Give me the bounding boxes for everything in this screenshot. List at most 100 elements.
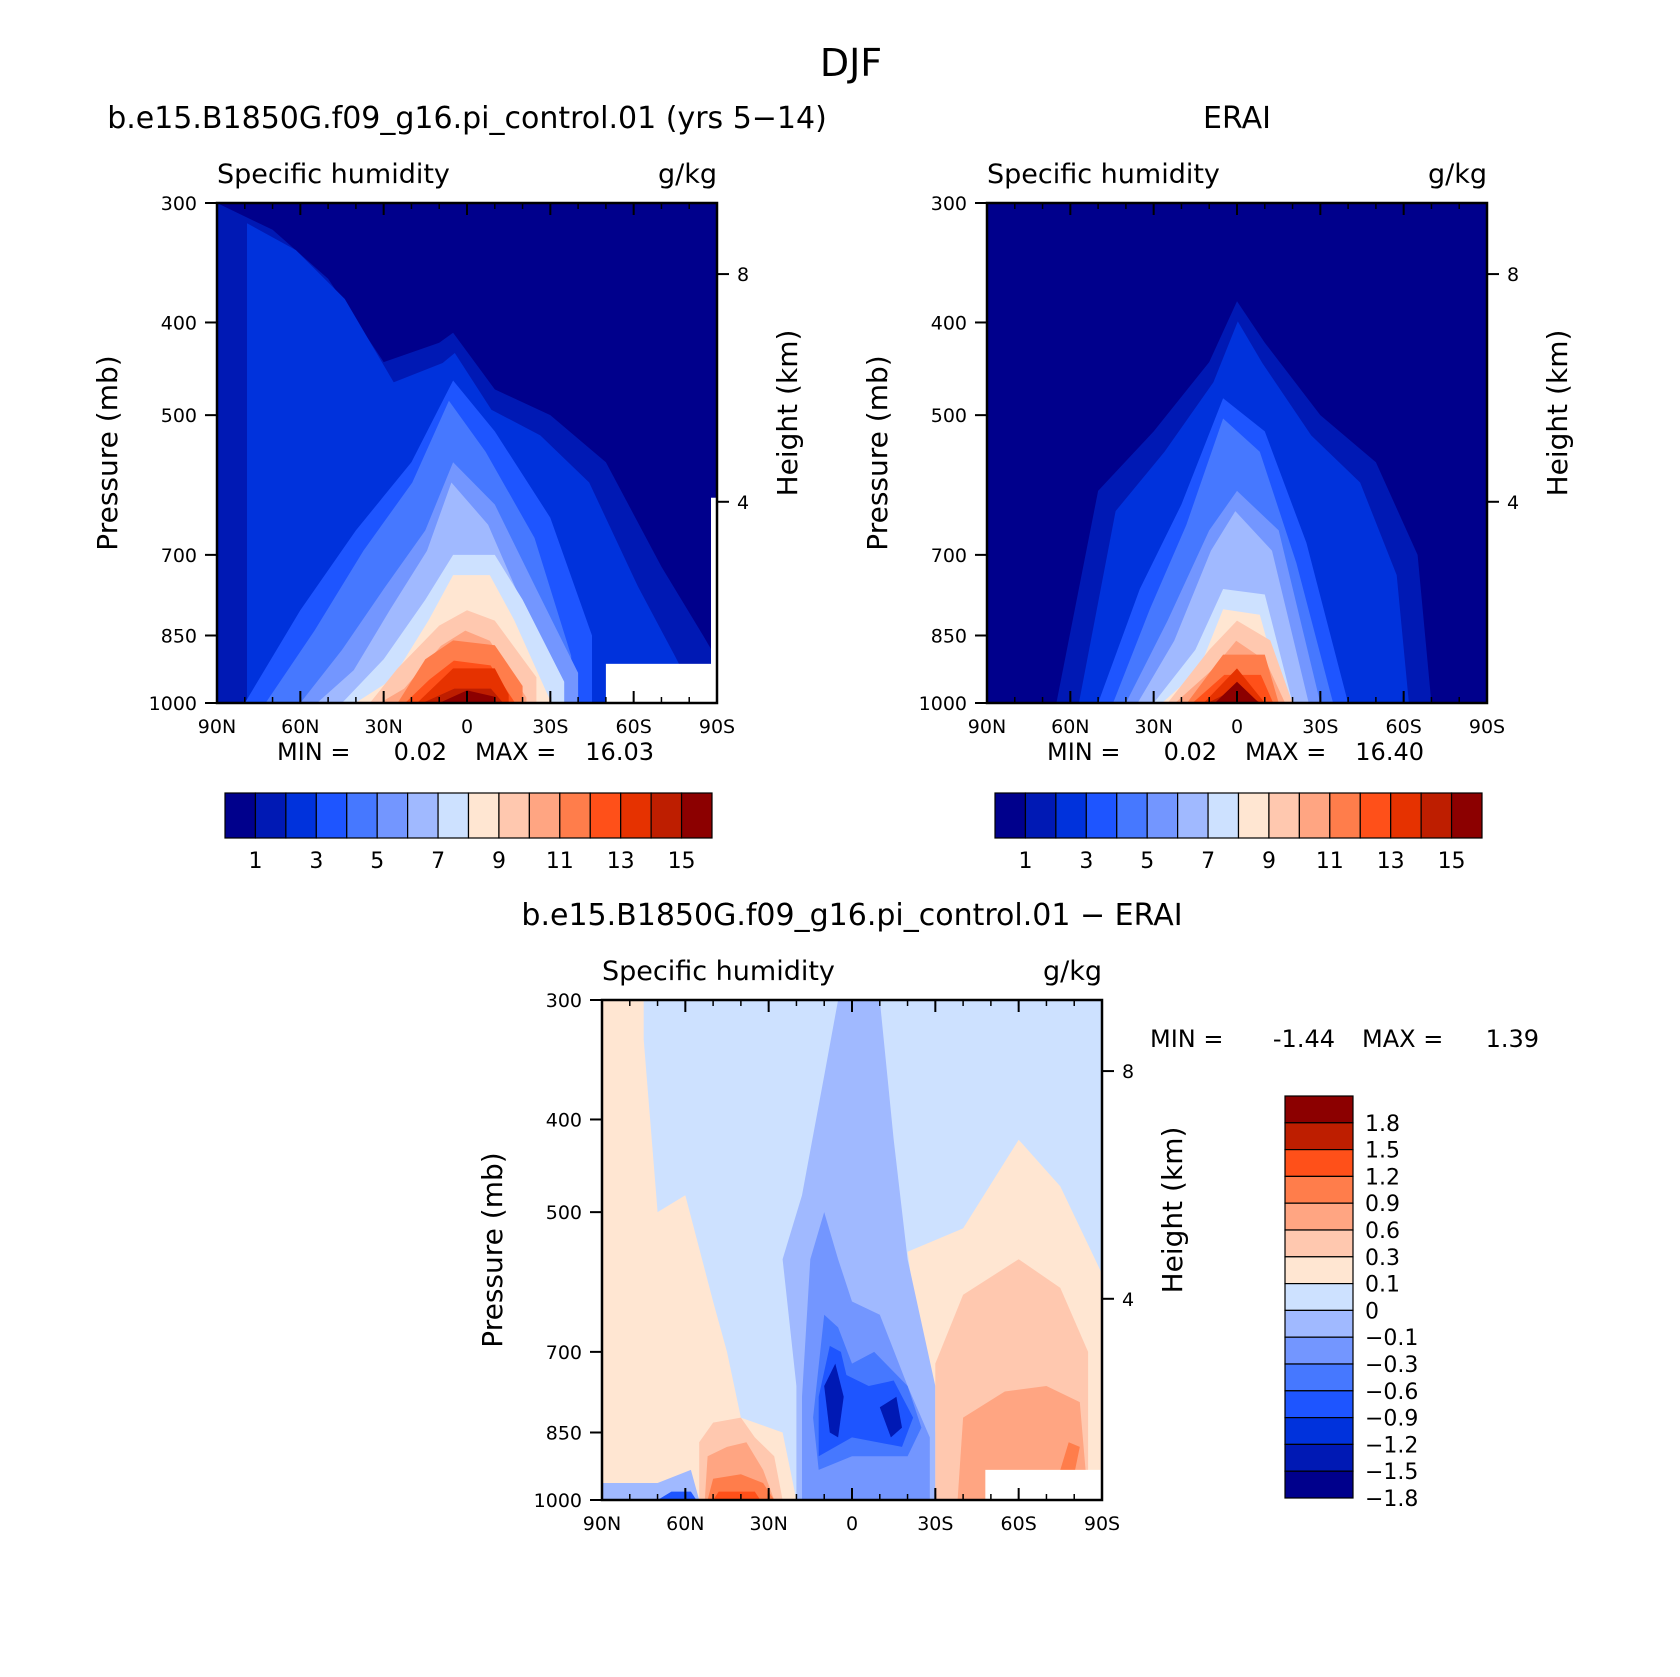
colorbar-box xyxy=(1284,1229,1354,1258)
colorbar-box xyxy=(254,792,287,839)
colorbar-box xyxy=(376,792,409,839)
colorbar-label: 5 xyxy=(1140,849,1154,874)
y-tick-label: 300 xyxy=(161,193,197,215)
colorbar-label: 11 xyxy=(546,849,574,874)
colorbar-box xyxy=(1284,1148,1354,1177)
colorbar-box xyxy=(994,792,1027,839)
colorbar-label: 0.1 xyxy=(1365,1273,1400,1298)
min-label: MIN = xyxy=(277,738,350,766)
colorbar-box xyxy=(1450,792,1483,839)
max-value: 16.03 xyxy=(585,738,654,766)
min-label: MIN = xyxy=(1150,1025,1223,1053)
x-tick-label: 30S xyxy=(532,716,568,738)
missing-data-region xyxy=(985,1469,1102,1500)
y-axis-label: Pressure (mb) xyxy=(861,355,894,550)
y-right-tick-label: 8 xyxy=(1122,1061,1134,1083)
colorbar-box xyxy=(467,792,500,839)
contour-fill-neg-1.5-south xyxy=(879,1396,902,1438)
contour-field xyxy=(987,203,1487,703)
y-tick-label: 850 xyxy=(546,1423,582,1445)
colorbar-box xyxy=(1284,1175,1354,1204)
y-tick-label: 850 xyxy=(161,626,197,648)
colorbar-label: 0.3 xyxy=(1365,1246,1400,1271)
colorbar-box xyxy=(1329,792,1361,839)
x-tick-label: 30S xyxy=(1302,716,1338,738)
y-tick-label: 500 xyxy=(931,405,967,427)
colorbar-box xyxy=(1055,792,1087,839)
colorbar-box xyxy=(1420,792,1453,839)
colorbar-box xyxy=(1284,1095,1354,1124)
y-axis-label-right: Height (km) xyxy=(1541,330,1574,497)
y-axis-label-right: Height (km) xyxy=(771,330,804,497)
colorbar-box xyxy=(1284,1390,1354,1419)
colorbar-box xyxy=(1024,792,1057,839)
x-tick-label: 90S xyxy=(699,716,735,738)
missing-data-region xyxy=(605,663,717,703)
colorbar-box xyxy=(1085,792,1118,839)
min-label: MIN = xyxy=(1047,738,1120,766)
max-label: MAX = xyxy=(1245,738,1326,766)
contour-fill-neg-surface-core xyxy=(657,1491,697,1500)
colorbar-label: 0.9 xyxy=(1365,1192,1400,1217)
colorbar-box xyxy=(1284,1336,1354,1365)
y-tick-label: 700 xyxy=(161,545,197,567)
colorbar-box xyxy=(1284,1443,1354,1472)
y-tick-label: 500 xyxy=(546,1202,582,1224)
x-tick-label: 90N xyxy=(968,716,1006,738)
x-tick-label: 60S xyxy=(616,716,652,738)
colorbar-box xyxy=(437,792,470,839)
max-value: 1.39 xyxy=(1486,1025,1539,1053)
colorbar-box xyxy=(1284,1202,1354,1231)
colorbar-label: 5 xyxy=(370,849,384,874)
colorbar-box xyxy=(1284,1470,1354,1499)
right-string: g/kg xyxy=(1428,159,1487,190)
left-string: Specific humidity xyxy=(602,956,835,987)
colorbar-label: −0.1 xyxy=(1365,1326,1418,1351)
x-tick-label: 30S xyxy=(917,1513,953,1535)
contour-fill-0.9-to-1.2-north xyxy=(713,1491,761,1500)
y-tick-label: 500 xyxy=(161,405,197,427)
x-tick-label: 60N xyxy=(281,716,319,738)
y-right-tick-label: 4 xyxy=(1507,492,1519,514)
y-right-tick-label: 8 xyxy=(737,264,749,286)
colorbar-box xyxy=(1284,1416,1354,1445)
colorbar-box xyxy=(1237,792,1270,839)
colorbar-label: 13 xyxy=(607,849,635,874)
colorbar-label: 1 xyxy=(248,849,262,874)
colorbar-box xyxy=(1284,1309,1354,1338)
y-right-tick-label: 4 xyxy=(1122,1289,1134,1311)
colorbar-box xyxy=(315,792,348,839)
min-value: 0.02 xyxy=(394,738,447,766)
right-string: g/kg xyxy=(1043,956,1102,987)
right-string: g/kg xyxy=(658,159,717,190)
contour-field xyxy=(217,203,717,703)
colorbar-label: 3 xyxy=(309,849,323,874)
colorbar-box xyxy=(346,792,378,839)
max-label: MAX = xyxy=(1362,1025,1443,1053)
figure-title: DJF xyxy=(820,41,882,85)
colorbar-box xyxy=(1207,792,1240,839)
colorbar-label: 15 xyxy=(668,849,696,874)
y-tick-label: 400 xyxy=(546,1109,582,1131)
colorbar-box xyxy=(1284,1282,1354,1311)
left-string: Specific humidity xyxy=(217,159,450,190)
panel-title: b.e15.B1850G.f09_g16.pi_control.01 (yrs … xyxy=(107,101,827,136)
max-value: 16.40 xyxy=(1355,738,1424,766)
colorbar-box xyxy=(1284,1122,1354,1151)
colorbar-label: 9 xyxy=(1262,849,1276,874)
y-tick-label: 300 xyxy=(546,990,582,1012)
colorbar-box xyxy=(1359,792,1392,839)
colorbar-label: 1.5 xyxy=(1365,1139,1400,1164)
panel-erai: 90N 60N 30N 0 30S 60S 90S 300 400 500 700 850 1000 8 4… xyxy=(861,101,1574,874)
missing-data-edge xyxy=(711,497,717,703)
colorbar-box xyxy=(407,792,439,839)
colorbar-label: −1.2 xyxy=(1365,1433,1418,1458)
x-tick-label: 60S xyxy=(1001,1513,1037,1535)
colorbar-label: −1.5 xyxy=(1365,1460,1418,1485)
y-tick-label: 1000 xyxy=(919,693,967,715)
y-tick-label: 1000 xyxy=(149,693,197,715)
min-value: -1.44 xyxy=(1273,1025,1335,1053)
colorbar-label: 0 xyxy=(1365,1299,1379,1324)
